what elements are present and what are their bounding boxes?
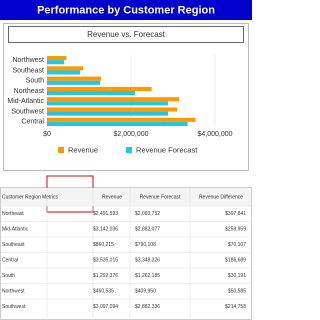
legend-label: Revenue — [68, 145, 98, 154]
table-cell: $397,841 — [225, 211, 246, 217]
table-cell: $409,950 — [135, 288, 156, 294]
bar — [47, 86, 152, 91]
table-cell: $860,215 — [93, 242, 114, 248]
table-cell: South — [2, 273, 15, 279]
table-cell: Central — [2, 257, 18, 263]
table-cell: $790,108 — [135, 242, 156, 248]
table-cell: $460,535 — [93, 288, 114, 294]
legend-swatch — [58, 147, 64, 153]
chart-title: Revenue vs. Forecast — [87, 30, 166, 39]
table-cell: $3,142,036 — [93, 226, 118, 232]
table-header-cell: Revenue Forecast — [140, 194, 181, 200]
bar — [47, 80, 101, 85]
bar — [47, 117, 196, 122]
y-tick-label: Northeast — [14, 88, 44, 95]
y-tick-label: Southwest — [11, 108, 44, 115]
bar — [47, 107, 178, 112]
table-cell: $3,535,015 — [93, 257, 118, 263]
bar — [47, 97, 179, 102]
table-cell: Mid-Atlantic — [2, 226, 29, 232]
bar — [47, 101, 169, 106]
x-tick-label: $0 — [43, 131, 51, 138]
bar — [47, 76, 102, 81]
table-cell: $214,758 — [225, 304, 246, 310]
page-title: Performance by Customer Region — [37, 4, 215, 16]
table-cell: Southwest — [2, 304, 26, 310]
legend-label: Revenue Forecast — [136, 145, 198, 154]
y-tick-label: Southeast — [12, 67, 44, 74]
bar — [47, 91, 135, 96]
table-cell: Northeast — [2, 211, 24, 217]
legend-swatch — [126, 147, 133, 153]
table-cell: $2,491,593 — [93, 211, 118, 217]
table-cell: $50,585 — [228, 288, 246, 294]
x-tick-label: $2,000,000 — [113, 131, 148, 138]
table-cell: $259,959 — [225, 226, 246, 232]
title-bar — [0, 0, 252, 20]
table-cell: $2,093,752 — [135, 211, 160, 217]
y-tick-label: South — [26, 78, 44, 85]
table-header-bg — [1, 188, 251, 206]
table-header-cell: Customer Region — [2, 194, 41, 200]
bar — [47, 121, 188, 126]
table-header-cell: Metrics — [42, 194, 59, 200]
table-cell: $1,262,185 — [135, 273, 160, 279]
table-cell: $3,348,326 — [135, 257, 160, 263]
bar — [47, 60, 65, 65]
table-cell: $186,689 — [225, 257, 246, 263]
bar — [47, 111, 169, 116]
table-cell: $2,882,077 — [135, 226, 160, 232]
y-tick-label: Central — [21, 119, 44, 126]
bar — [47, 66, 84, 71]
table-cell: $30,191 — [228, 273, 246, 279]
dashboard: Performance by Customer Region Revenue v… — [0, 0, 252, 320]
chart-panel — [3, 23, 249, 171]
table-cell: Southeast — [2, 242, 25, 248]
table-cell: $3,097,094 — [93, 304, 118, 310]
x-tick-label: $4,000,000 — [197, 131, 232, 138]
chart-title-box — [8, 26, 244, 43]
table-header-cell: Revenue — [102, 194, 122, 200]
y-tick-label: Northwest — [12, 57, 44, 64]
y-tick-label: Mid-Atlantic — [7, 98, 44, 105]
table-cell: $70,107 — [228, 242, 246, 248]
table-header-cell: Revenue Difference — [199, 194, 243, 200]
table-cell: $1,292,376 — [93, 273, 118, 279]
bar — [47, 70, 81, 75]
table-cell: $2,882,336 — [135, 304, 160, 310]
table-panel — [0, 187, 252, 320]
table-cell: Northwest — [2, 288, 25, 294]
bar — [47, 56, 67, 61]
